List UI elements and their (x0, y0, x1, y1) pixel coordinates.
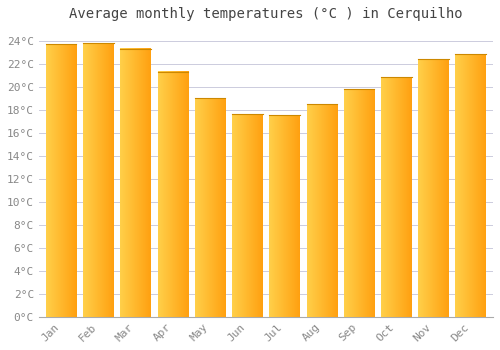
Title: Average monthly temperatures (°C ) in Cerquilho: Average monthly temperatures (°C ) in Ce… (69, 7, 462, 21)
